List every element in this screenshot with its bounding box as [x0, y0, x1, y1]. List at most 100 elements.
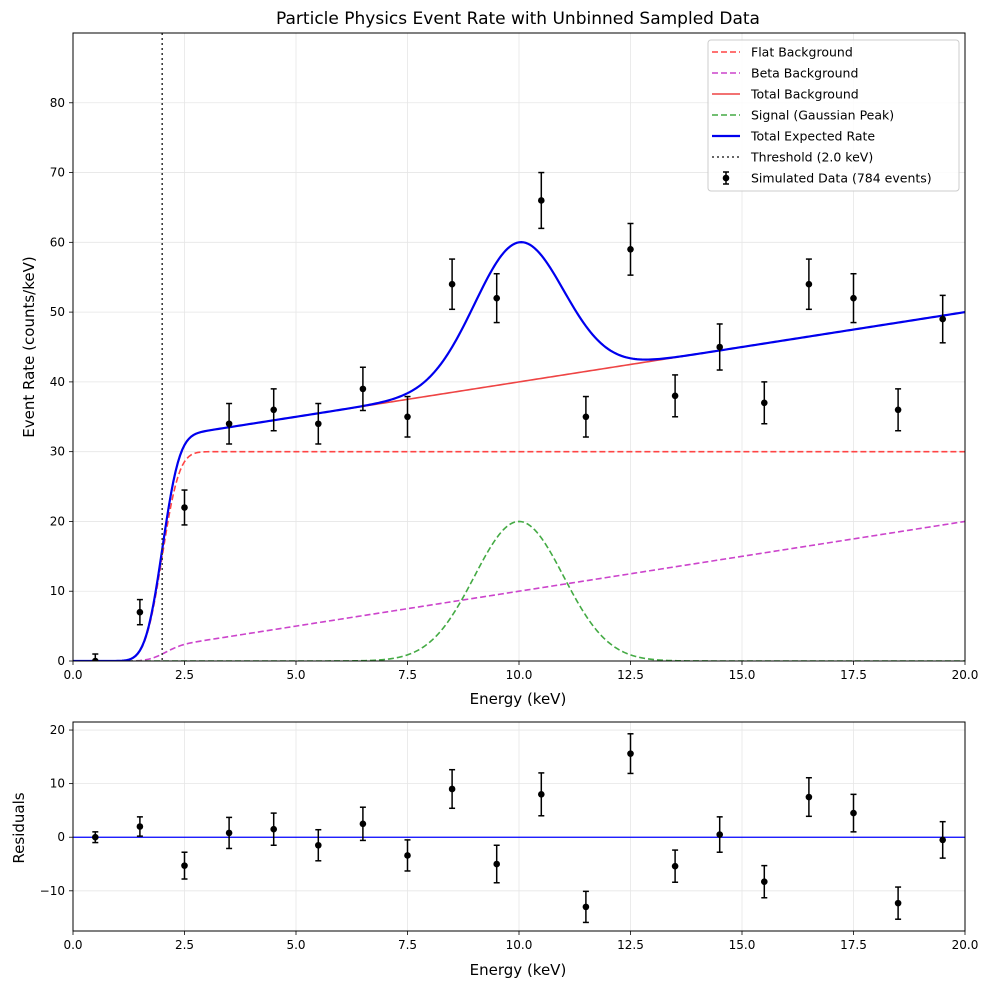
main-y-tick-label: 60 — [50, 235, 65, 249]
legend-label: Total Expected Rate — [750, 129, 875, 144]
residuals-plot-area — [73, 733, 965, 924]
residual-point — [716, 831, 723, 838]
residuals-x-ticks: 0.0 2.5 5.0 7.5 10.0 12.5 15.0 17.5 20.0 — [63, 931, 978, 952]
main-x-tick-label: 12.5 — [617, 668, 644, 682]
main-x-tick-label: 17.5 — [840, 668, 867, 682]
data-point — [761, 399, 768, 407]
residuals-plot: 0.0 2.5 5.0 7.5 10.0 12.5 15.0 17.5 20.0 −10 0 10 2… — [10, 721, 978, 979]
main-x-tick-label: 15.0 — [729, 668, 756, 682]
residual-point — [181, 862, 188, 869]
data-point — [939, 315, 946, 323]
main-x-tick-label: 5.0 — [286, 668, 305, 682]
main-x-tick-label: 7.5 — [398, 668, 417, 682]
residual-point — [448, 785, 456, 793]
data-point — [493, 294, 501, 302]
residuals-y-tick-label: −10 — [40, 884, 65, 898]
data-point — [716, 343, 723, 351]
data-point — [582, 413, 590, 421]
data-point — [894, 406, 902, 414]
legend-label: Simulated Data (784 events) — [751, 171, 932, 186]
residual-point — [671, 862, 679, 870]
residual-point — [805, 793, 813, 801]
residuals-x-tick-label: 12.5 — [617, 938, 644, 952]
data-point — [850, 294, 857, 302]
residuals-x-tick-label: 5.0 — [286, 938, 305, 952]
residuals-x-tick-label: 0.0 — [63, 938, 82, 952]
residual-point — [538, 791, 545, 798]
legend-swatch — [722, 174, 730, 182]
residuals-y-ticks: −10 0 10 20 — [40, 723, 73, 898]
data-point — [359, 385, 367, 393]
residual-point — [939, 836, 946, 844]
data-point — [136, 608, 144, 616]
data-point — [225, 420, 233, 428]
residual-point — [136, 823, 144, 830]
main-x-tick-label: 10.0 — [506, 668, 533, 682]
residuals-x-tick-label: 2.5 — [175, 938, 194, 952]
legend-label: Signal (Gaussian Peak) — [751, 108, 894, 123]
main-plot: 0.0 2.5 5.0 7.5 10.0 12.5 15.0 17.5 20.0 0 10 20 30… — [20, 9, 978, 708]
chart-title: Particle Physics Event Rate with Unbinne… — [276, 9, 760, 29]
residual-point — [582, 903, 590, 911]
data-point — [92, 657, 99, 661]
residual-point — [404, 852, 411, 859]
residuals-y-tick-label: 20 — [50, 723, 65, 737]
data-point — [404, 413, 411, 421]
main-y-tick-label: 0 — [57, 654, 65, 668]
residuals-x-tick-label: 10.0 — [506, 938, 533, 952]
legend-label: Flat Background — [751, 45, 853, 60]
residual-point — [850, 809, 857, 817]
data-point — [181, 504, 188, 511]
main-x-ticks: 0.0 2.5 5.0 7.5 10.0 12.5 15.0 17.5 20.0 — [63, 661, 978, 682]
legend-label: Total Background — [750, 87, 859, 102]
data-point — [448, 280, 456, 288]
main-y-tick-label: 50 — [50, 305, 65, 319]
residuals-y-tick-label: 0 — [57, 830, 65, 844]
data-point — [627, 246, 634, 253]
data-point — [671, 392, 679, 400]
residuals-x-tick-label: 17.5 — [840, 938, 867, 952]
flat-background-line — [73, 450, 965, 661]
legend: Flat Background Beta Background Total Back… — [707, 39, 960, 192]
data-point — [805, 280, 813, 288]
main-x-tick-label: 0.0 — [63, 668, 82, 682]
main-y-tick-label: 40 — [50, 375, 65, 389]
residuals-y-axis-label: Residuals — [10, 792, 28, 863]
main-x-tick-label: 2.5 — [175, 668, 194, 682]
residuals-x-tick-label: 15.0 — [729, 938, 756, 952]
residual-point — [315, 841, 322, 849]
residuals-x-tick-label: 7.5 — [398, 938, 417, 952]
residuals-x-tick-label: 20.0 — [952, 938, 979, 952]
main-plot-area — [73, 33, 965, 661]
signal-gaussian-line — [73, 520, 965, 661]
main-y-ticks: 0 10 20 30 40 50 60 70 80 — [50, 96, 73, 668]
residual-point — [894, 899, 902, 907]
main-y-tick-label: 70 — [50, 166, 65, 180]
residuals-y-tick-label: 10 — [50, 777, 65, 791]
legend-label: Threshold (2.0 keV) — [750, 150, 873, 165]
data-point — [270, 406, 278, 414]
data-point — [538, 197, 545, 204]
data-point — [315, 420, 322, 428]
residuals-grid — [72, 722, 966, 931]
main-y-tick-label: 10 — [50, 584, 65, 598]
legend-box — [707, 39, 960, 192]
main-x-axis-label: Energy (keV) — [470, 690, 567, 708]
residual-point — [270, 825, 278, 833]
residual-point — [225, 829, 233, 837]
residual-point — [761, 878, 768, 885]
total-expected-rate-line — [73, 241, 965, 661]
residual-point — [493, 860, 501, 868]
residuals-x-axis-label: Energy (keV) — [470, 961, 567, 979]
legend-label: Beta Background — [751, 66, 858, 81]
main-y-tick-label: 30 — [50, 445, 65, 459]
main-y-tick-label: 20 — [50, 514, 65, 528]
residual-point — [92, 833, 99, 841]
main-x-tick-label: 20.0 — [952, 668, 979, 682]
residual-point — [359, 820, 367, 828]
main-y-tick-label: 80 — [50, 96, 65, 110]
beta-background-line — [73, 520, 965, 661]
residual-point — [627, 750, 634, 757]
main-y-axis-label: Event Rate (counts/keV) — [20, 256, 38, 437]
